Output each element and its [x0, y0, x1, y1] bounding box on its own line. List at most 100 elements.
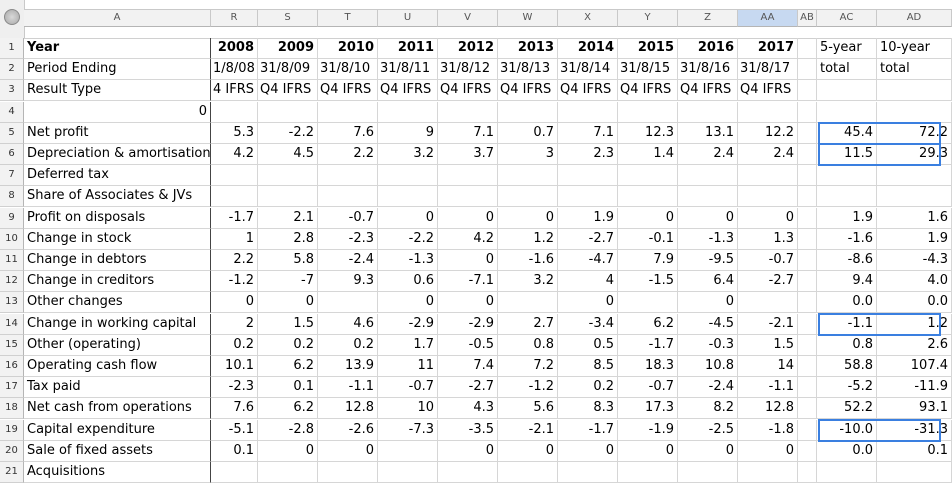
cell-value[interactable]	[211, 101, 258, 123]
cell-value[interactable]	[378, 440, 438, 462]
cell-value[interactable]: Q4 IFRS	[438, 80, 498, 102]
cell-value[interactable]: 2	[211, 313, 258, 335]
cell-value[interactable]: 3.2	[498, 271, 558, 293]
cell-label[interactable]: Net cash from operations	[24, 398, 211, 420]
cell-value[interactable]: 10	[378, 398, 438, 420]
column-header-a[interactable]: A	[24, 9, 211, 27]
cell-value[interactable]: 11	[378, 356, 438, 377]
cell-total-5yr[interactable]: -8.6	[817, 250, 877, 271]
cell-value[interactable]: 0.2	[318, 334, 378, 356]
cell-total-5yr[interactable]: total	[817, 59, 877, 81]
cell-value[interactable]: 5.6	[498, 398, 558, 420]
cell-value[interactable]: 2008	[211, 38, 258, 59]
row-header[interactable]: 9	[0, 207, 24, 229]
cell-empty[interactable]	[798, 59, 817, 81]
cell-value[interactable]: 12.8	[318, 398, 378, 420]
cell-value[interactable]: 14	[738, 356, 798, 377]
cell-value[interactable]: -1.3	[678, 228, 738, 250]
row-header[interactable]: 19	[0, 419, 24, 441]
cell-total-10yr[interactable]: 29.3	[877, 144, 952, 165]
cell-value[interactable]: 8.2	[678, 398, 738, 420]
cell-value[interactable]: 4.3	[438, 398, 498, 420]
cell-value[interactable]: 6.4	[678, 271, 738, 293]
cell-empty[interactable]	[798, 186, 817, 208]
column-header-ac[interactable]: AC	[817, 9, 877, 27]
cell-value[interactable]: 0	[258, 292, 318, 314]
cell-value[interactable]	[618, 165, 678, 187]
cell-label[interactable]: Tax paid	[24, 377, 211, 399]
cell-value[interactable]: 1	[211, 228, 258, 250]
cell-label[interactable]: Deferred tax	[24, 165, 211, 187]
cell-value[interactable]	[378, 186, 438, 208]
cell-value[interactable]: 12.2	[738, 122, 798, 144]
cell-total-5yr[interactable]: 52.2	[817, 398, 877, 420]
row-header[interactable]: 10	[0, 228, 24, 250]
cell-value[interactable]: -2.7	[558, 228, 618, 250]
cell-value[interactable]: 0	[498, 207, 558, 229]
cell-empty[interactable]	[798, 334, 817, 356]
cell-value[interactable]: 2.4	[738, 144, 798, 165]
cell-value[interactable]	[738, 462, 798, 483]
cell-value[interactable]	[498, 462, 558, 483]
cell-label[interactable]: Change in working capital	[24, 313, 211, 335]
cell-total-10yr[interactable]	[877, 165, 952, 187]
cell-total-10yr[interactable]: -31.3	[877, 419, 952, 441]
cell-label[interactable]: Period Ending	[24, 59, 211, 81]
cell-value[interactable]: -1.1	[318, 377, 378, 399]
cell-value[interactable]	[318, 186, 378, 208]
cell-value[interactable]: 0	[438, 292, 498, 314]
cell-value[interactable]: 2017	[738, 38, 798, 59]
cell-label[interactable]: Net profit	[24, 122, 211, 144]
cell-total-10yr[interactable]	[877, 186, 952, 208]
row-header[interactable]: 8	[0, 186, 24, 208]
cell-total-10yr[interactable]: 0.0	[877, 292, 952, 314]
cell-value[interactable]	[558, 462, 618, 483]
cell-value[interactable]: 0.2	[558, 377, 618, 399]
cell-label[interactable]: Acquisitions	[24, 462, 211, 483]
cell-value[interactable]: 2.1	[258, 207, 318, 229]
cell-value[interactable]: 17.3	[618, 398, 678, 420]
cell-value[interactable]: -5.1	[211, 419, 258, 441]
cell-empty[interactable]	[798, 377, 817, 399]
cell-empty[interactable]	[798, 38, 817, 59]
cell-value[interactable]: 0	[618, 207, 678, 229]
row-header[interactable]: 13	[0, 292, 24, 314]
cell-value[interactable]: 0	[438, 440, 498, 462]
cell-value[interactable]: 13.9	[318, 356, 378, 377]
cell-total-5yr[interactable]: -5.2	[817, 377, 877, 399]
cell-value[interactable]: 13.1	[678, 122, 738, 144]
cell-value[interactable]	[318, 462, 378, 483]
cell-total-5yr[interactable]: 0.0	[817, 440, 877, 462]
cell-value[interactable]: 0	[558, 440, 618, 462]
cell-value[interactable]: 2.2	[318, 144, 378, 165]
cell-value[interactable]: -0.7	[618, 377, 678, 399]
cell-value[interactable]	[738, 292, 798, 314]
cell-total-10yr[interactable]: 0.1	[877, 440, 952, 462]
cell-value[interactable]	[438, 186, 498, 208]
cell-value[interactable]	[378, 165, 438, 187]
cell-empty[interactable]	[798, 144, 817, 165]
row-header[interactable]: 1	[0, 38, 24, 59]
cell-value[interactable]: 0.1	[211, 440, 258, 462]
cell-value[interactable]: -9.5	[678, 250, 738, 271]
cell-label[interactable]: Operating cash flow	[24, 356, 211, 377]
cell-value[interactable]: 31/8/10	[318, 59, 378, 81]
cell-value[interactable]: 31/8/16	[678, 59, 738, 81]
select-all-corner[interactable]	[0, 0, 25, 39]
column-header-z[interactable]: Z	[678, 9, 738, 27]
cell-value[interactable]: 0	[258, 440, 318, 462]
cell-value[interactable]: 1.5	[258, 313, 318, 335]
cell-value[interactable]: 1.2	[498, 228, 558, 250]
cell-value[interactable]: Q4 IFRS	[318, 80, 378, 102]
cell-total-5yr[interactable]: 0.0	[817, 292, 877, 314]
cell-label[interactable]: Result Type	[24, 80, 211, 102]
cell-value[interactable]: 31/8/09	[258, 59, 318, 81]
cell-total-10yr[interactable]: 1.2	[877, 313, 952, 335]
cell-empty[interactable]	[798, 292, 817, 314]
cell-value[interactable]: 4	[558, 271, 618, 293]
cell-total-10yr[interactable]	[877, 462, 952, 483]
cell-value[interactable]: -1.2	[211, 271, 258, 293]
cell-empty[interactable]	[798, 462, 817, 483]
column-header-r[interactable]: R	[211, 9, 258, 27]
row-header[interactable]: 18	[0, 398, 24, 420]
